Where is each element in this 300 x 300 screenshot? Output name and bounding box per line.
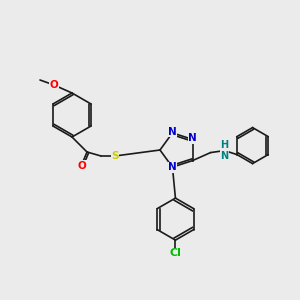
Text: Cl: Cl xyxy=(169,248,181,258)
Text: O: O xyxy=(50,80,58,90)
Text: N: N xyxy=(168,162,177,172)
Text: N: N xyxy=(168,127,177,137)
Text: S: S xyxy=(111,151,119,161)
Text: N: N xyxy=(188,134,197,143)
Text: O: O xyxy=(78,161,86,171)
Text: H
N: H N xyxy=(220,140,229,161)
